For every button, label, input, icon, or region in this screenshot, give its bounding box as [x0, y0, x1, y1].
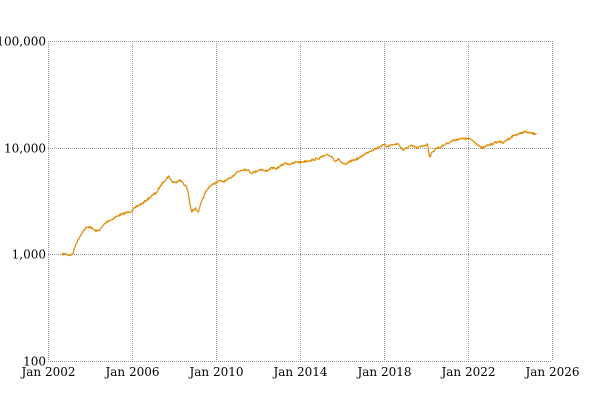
series-layer	[61, 130, 537, 257]
x-tick-label: Jan 2010	[187, 365, 243, 379]
axis-tick-labels: 100 1,000 10,000 100,000 Jan 2002 Jan 2006 Jan…	[0, 35, 580, 380]
y-tick-label: 10,000	[4, 142, 46, 156]
y-tick-label: 100,000	[0, 35, 46, 49]
x-tick-label: Jan 2018	[355, 365, 411, 379]
x-tick-label: Jan 2006	[103, 365, 159, 379]
y-tick-label: 100	[23, 355, 46, 369]
x-tick-label: Jan 2022	[439, 365, 495, 379]
x-tick-label: Jan 2002	[19, 365, 75, 379]
series-line	[61, 130, 537, 257]
grid	[48, 41, 553, 362]
x-tick-label: Jan 2014	[271, 365, 327, 379]
x-tick-label: Jan 2026	[523, 365, 579, 379]
y-tick-label: 1,000	[12, 248, 46, 262]
